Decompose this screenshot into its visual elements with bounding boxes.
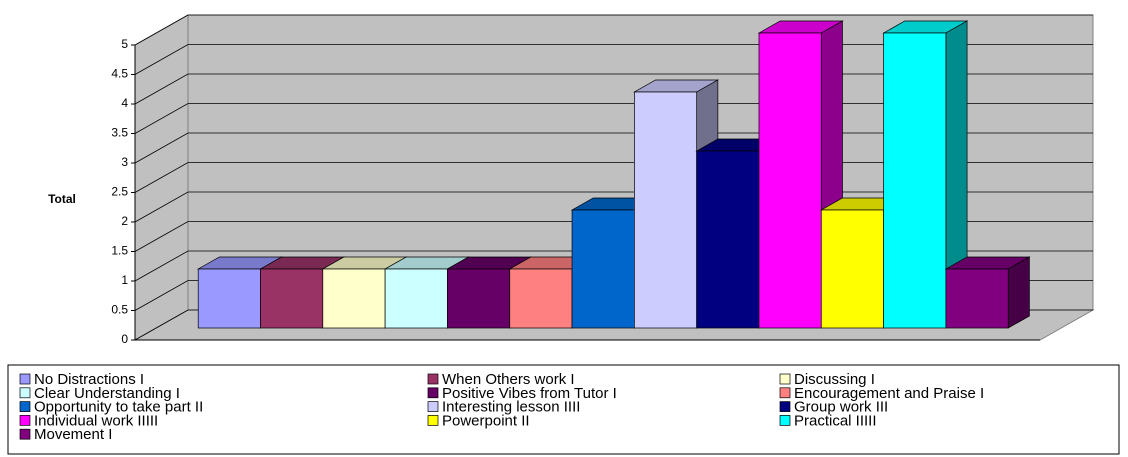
y-tick-label: 4 [121,96,128,110]
bar-side [1007,256,1030,329]
legend-swatch [427,415,439,426]
bar [384,268,448,329]
legend-label: No Distractions I [34,371,144,388]
legend-box [7,364,1120,455]
legend-label: Discussing I [794,371,875,388]
legend-label: Group work III [794,399,888,416]
legend-label: Encouragement and Praise I [794,385,984,402]
bar [260,268,324,329]
bar [634,91,698,329]
legend-swatch [427,387,439,399]
legend-swatch [779,401,791,412]
legend-swatch [427,373,439,385]
legend-swatch [779,387,791,399]
legend-label: Interesting lesson IIII [442,399,580,416]
bar [820,209,884,329]
legend-label: Movement I [34,426,112,443]
legend-swatch [19,401,31,412]
y-tick-label: 3.5 [111,126,128,140]
legend-swatch [779,415,791,426]
bar [696,150,760,329]
legend-label: When Others work I [442,371,575,388]
y-tick-label: 4.5 [111,67,128,81]
bar [758,32,822,329]
legend-swatch [427,401,439,412]
bar [945,268,1009,329]
legend-label: Opportunity to take part II [34,399,203,416]
y-tick-label: 0.5 [111,303,128,317]
y-tick-label: 1.5 [111,244,128,258]
legend-swatch [19,415,31,426]
bar [571,209,635,329]
y-tick-label: 2 [121,214,128,228]
bar [883,32,947,329]
y-tick-label: 0 [121,332,128,346]
legend-swatch [779,373,791,385]
legend-label: Clear Understanding I [34,385,180,402]
legend-label: Powerpoint II [442,412,530,429]
y-axis-label: Total [48,192,76,206]
grid-line [134,14,1093,46]
y-tick-label: 1 [121,273,128,287]
legend-label: Practical IIIII [794,412,877,429]
legend-swatch [19,428,31,440]
bar [322,268,386,329]
legend-swatch [19,373,31,385]
y-tick-label: 5 [121,37,128,51]
legend-swatch [19,387,31,399]
legend-label: Positive Vibes from Tutor I [442,385,617,402]
legend-label: Individual work IIIII [34,412,158,429]
y-tick-label: 2.5 [111,185,128,199]
y-tick-label: 3 [121,155,128,169]
bar [509,268,573,329]
bar [447,268,511,329]
bar [197,268,261,329]
